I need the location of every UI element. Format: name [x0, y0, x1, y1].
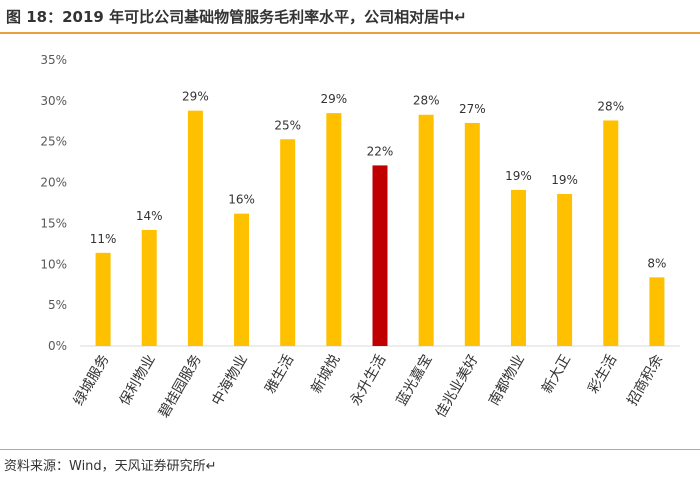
category-label: 南都物业 [486, 352, 528, 408]
bar [603, 120, 619, 347]
bar [280, 139, 296, 346]
data-label: 27% [459, 102, 486, 116]
category-label: 招商积余 [624, 352, 667, 409]
data-labels: 11% 14% 29% 16% 25% 29% 22% 28% 27% 19% 19% 28% 8% [90, 90, 667, 271]
y-tick-label: 30% [40, 94, 67, 108]
data-label: 22% [367, 144, 394, 158]
bar-chart: 0% 5% 10% 15% 20% 25% 30% 35% 11% 14% 29% 16% 25% 29… [40, 53, 680, 421]
y-tick-label: 10% [40, 257, 67, 271]
category-label: 佳兆业美好 [433, 352, 482, 421]
category-label: 永升生活 [348, 352, 390, 408]
category-label: 绿城服务 [71, 352, 113, 408]
y-tick-label: 25% [40, 135, 67, 149]
category-label: 保利物业 [117, 352, 159, 408]
source-note: 资料来源：Wind，天风证券研究所↵ [4, 459, 217, 474]
category-label: 中海物业 [209, 352, 251, 408]
bars [95, 110, 665, 347]
bar [418, 114, 434, 347]
bar [510, 189, 526, 346]
figure-title: 图 18：2019 年可比公司基础物管服务毛利率水平，公司相对居中↵ [6, 8, 467, 26]
y-tick-label: 15% [40, 216, 67, 230]
data-label: 16% [228, 193, 255, 207]
bar [187, 110, 203, 346]
y-axis-ticks: 0% 5% 10% 15% 20% 25% 30% 35% [40, 53, 67, 353]
category-label: 蓝光嘉宝 [394, 352, 436, 408]
data-label: 29% [321, 92, 348, 106]
bar [464, 122, 480, 346]
y-tick-label: 20% [40, 176, 67, 190]
source-divider [0, 449, 700, 450]
data-label: 25% [274, 118, 301, 132]
data-label: 19% [551, 173, 578, 187]
data-label: 8% [647, 256, 666, 270]
bar [326, 113, 342, 346]
data-label: 11% [90, 232, 117, 246]
data-label: 19% [505, 169, 532, 183]
category-label: 新大正 [539, 352, 574, 396]
category-label: 雅生活 [262, 352, 297, 396]
y-tick-label: 0% [48, 339, 67, 353]
y-tick-label: 5% [48, 298, 67, 312]
data-label: 29% [182, 90, 209, 104]
bar [372, 165, 388, 346]
category-label: 彩生活 [585, 352, 620, 396]
category-label: 新城悦 [308, 352, 343, 396]
data-label: 14% [136, 209, 163, 223]
data-label: 28% [597, 99, 624, 113]
data-label: 28% [413, 94, 440, 108]
title-divider [0, 32, 700, 34]
bar [649, 277, 665, 346]
y-tick-label: 35% [40, 53, 67, 67]
bar [557, 194, 573, 346]
bar [95, 252, 111, 346]
category-label: 碧桂园服务 [156, 352, 205, 421]
bar [234, 213, 250, 346]
bar [141, 229, 157, 346]
